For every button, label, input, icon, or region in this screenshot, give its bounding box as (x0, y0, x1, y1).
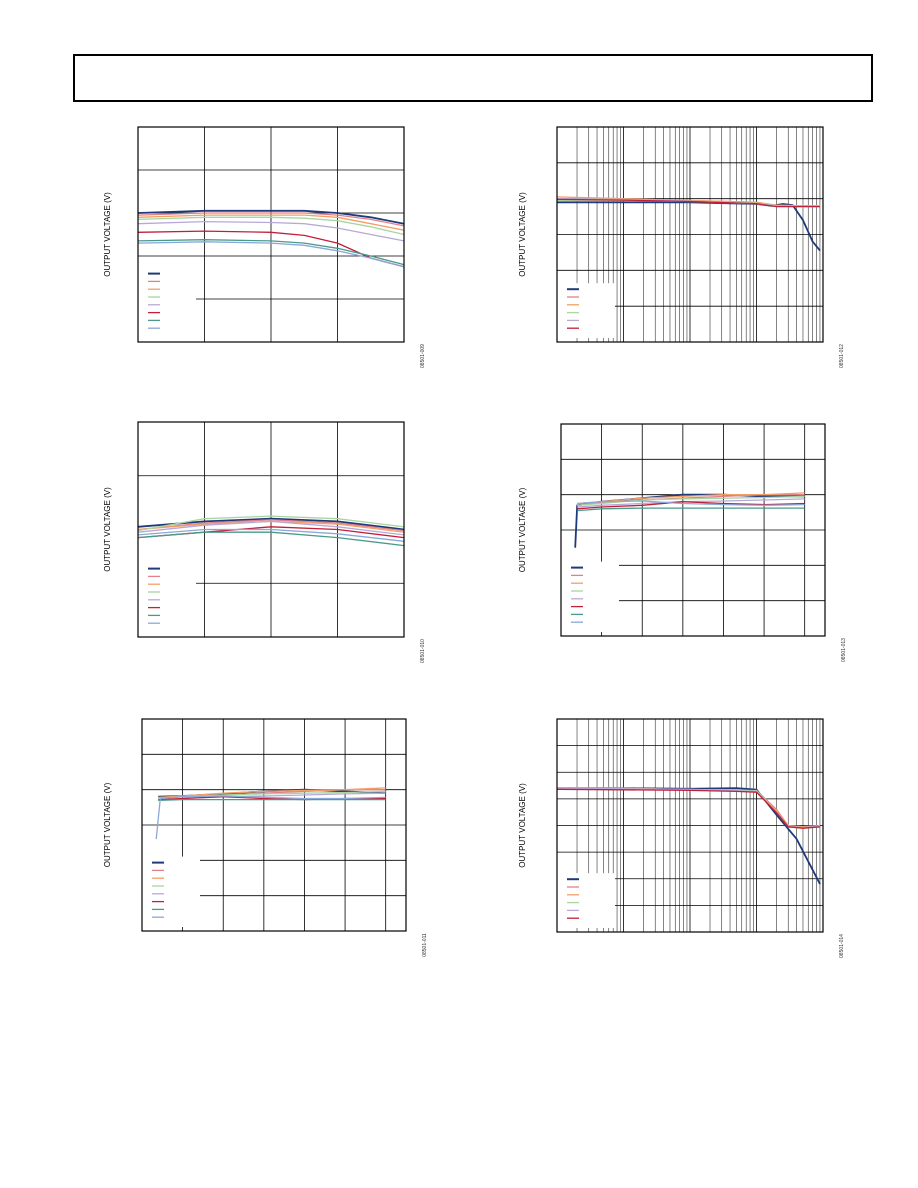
y-axis-label: OUTPUT VOLTAGE (V) (518, 783, 527, 868)
series-line (137, 220, 405, 242)
chart-4: OUTPUT VOLTAGE (V) 08501-013 (518, 423, 847, 662)
series-line (137, 531, 405, 547)
series-line (577, 501, 805, 510)
plot-frame (556, 718, 824, 933)
chart-6: OUTPUT VOLTAGE (V) 08501-014 (518, 718, 845, 958)
series-line (137, 519, 405, 532)
series-line (137, 209, 405, 225)
figure-id: 08501-011 (422, 933, 428, 957)
chart-5: OUTPUT VOLTAGE (V) 08501-011 (103, 718, 428, 957)
series-line (137, 212, 405, 227)
y-axis-label: OUTPUT VOLTAGE (V) (103, 192, 112, 277)
plot-frame (560, 423, 826, 637)
series-line (137, 528, 405, 542)
series-line (557, 201, 821, 252)
series-line (137, 520, 405, 536)
series-line (137, 216, 405, 236)
series-line (158, 798, 386, 801)
series-line (557, 788, 821, 829)
series-line (556, 788, 821, 829)
series-line (577, 507, 805, 512)
series-line (557, 787, 821, 885)
figure-id: 08501-010 (420, 639, 426, 663)
series-line (137, 515, 405, 532)
plot-frame (137, 421, 405, 638)
figure-id: 08501-009 (420, 344, 426, 368)
series-line (556, 788, 821, 829)
y-axis-label: OUTPUT VOLTAGE (V) (518, 487, 527, 572)
page-header-box (73, 54, 873, 102)
series-line (137, 239, 405, 266)
y-axis-label: OUTPUT VOLTAGE (V) (518, 192, 527, 277)
figure-id: 08501-012 (839, 344, 845, 368)
legend-box (557, 873, 615, 928)
chart-2: OUTPUT VOLTAGE (V) 08501-012 (518, 126, 845, 368)
series-line (158, 787, 386, 799)
series-line (577, 495, 805, 506)
legend-box (142, 856, 200, 927)
y-axis-label: OUTPUT VOLTAGE (V) (103, 487, 112, 572)
legend-box (138, 562, 196, 633)
series-line (155, 795, 386, 840)
series-line (577, 500, 805, 506)
chart-1: OUTPUT VOLTAGE (V) 08501-009 (103, 126, 426, 368)
chart-3: OUTPUT VOLTAGE (V) 08501-010 (103, 421, 426, 663)
plot-frame (141, 718, 407, 932)
plot-frame (556, 126, 824, 343)
series-line (556, 198, 820, 208)
series-line (137, 214, 405, 231)
plot-frame (137, 126, 405, 343)
series-line (137, 241, 405, 268)
legend-box (561, 561, 619, 632)
figure-id: 08501-013 (841, 638, 847, 662)
series-line (556, 787, 821, 829)
legend-box (138, 267, 196, 338)
figure-id: 08501-014 (839, 934, 845, 958)
legend-box (557, 283, 615, 338)
y-axis-label: OUTPUT VOLTAGE (V) (103, 782, 112, 867)
